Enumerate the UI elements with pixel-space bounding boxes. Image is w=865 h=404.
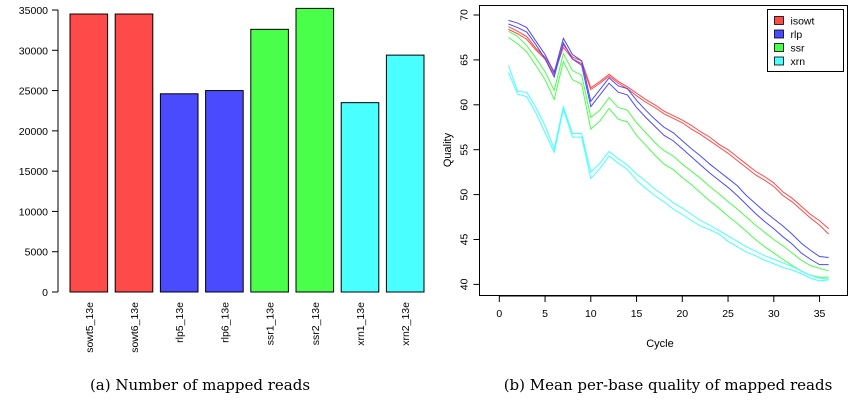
x-tick-label: 20 xyxy=(676,308,688,320)
x-tick-label: 15 xyxy=(631,308,643,320)
line-chart-x-label: Cycle xyxy=(646,338,674,350)
x-tick-label: sowt6_13e xyxy=(129,302,141,353)
x-tick-label: xrn1_13e xyxy=(355,302,367,346)
legend-label: ssr xyxy=(791,43,806,55)
x-tick-label: 5 xyxy=(542,308,548,320)
bar-chart-panel: 0 5000 10000 15000 20000 25000 30000 35000 sowt… xyxy=(19,5,425,394)
bar-chart-y-axis: 0 5000 10000 15000 20000 25000 30000 35000 xyxy=(19,5,59,299)
x-tick-label: 25 xyxy=(722,308,734,320)
bar-chart-bars xyxy=(69,7,425,293)
y-tick-label: 50 xyxy=(459,189,471,201)
bar-chart-x-labels: sowt5_13e sowt6_13e rlp5_13e rlp6_13e ssr1_1… xyxy=(84,302,412,353)
legend-label: xrn xyxy=(791,56,806,68)
bar xyxy=(69,13,109,293)
line-chart-caption: (b) Mean per-base quality of mapped read… xyxy=(504,376,833,394)
y-tick-label: 20000 xyxy=(19,126,48,138)
legend-swatch xyxy=(774,16,784,25)
y-tick-label: 60 xyxy=(459,99,471,111)
y-tick-label: 55 xyxy=(459,144,471,156)
bar xyxy=(340,102,380,293)
x-tick-label: xrn2_13e xyxy=(400,302,412,346)
x-tick-label: rlp6_13e xyxy=(219,302,231,343)
x-tick-label: 0 xyxy=(496,308,502,320)
legend-label: rlp xyxy=(791,29,803,41)
bar-chart-caption: (a) Number of mapped reads xyxy=(90,376,310,394)
y-tick-label: 0 xyxy=(42,287,48,299)
line-chart-y-label: Quality xyxy=(442,132,454,167)
x-tick-label: rlp5_13e xyxy=(174,302,186,343)
line-chart-x-axis: 0 5 10 15 20 25 30 35 xyxy=(496,295,826,320)
y-tick-label: 35000 xyxy=(19,5,48,17)
x-tick-label: ssr1_13e xyxy=(265,302,277,345)
y-tick-label: 45 xyxy=(459,234,471,246)
legend-swatch xyxy=(774,43,784,52)
series-line-xrn xyxy=(507,72,829,282)
line-chart-series xyxy=(507,19,830,282)
series-line-ssr xyxy=(508,30,829,272)
legend-label: isowt xyxy=(791,16,815,28)
bar xyxy=(114,13,154,293)
bar xyxy=(205,90,244,293)
x-tick-label: ssr2_13e xyxy=(310,302,322,345)
series-line-rlp xyxy=(508,23,829,266)
line-chart-y-axis: 40 45 50 55 60 65 70 xyxy=(459,9,480,290)
bar xyxy=(385,54,425,293)
y-tick-label: 70 xyxy=(459,9,471,21)
y-tick-label: 15000 xyxy=(19,166,48,178)
y-tick-label: 25000 xyxy=(19,86,48,98)
series-line-xrn xyxy=(507,65,829,280)
x-tick-label: sowt5_13e xyxy=(84,302,96,353)
legend-swatch xyxy=(774,29,784,39)
legend-swatch xyxy=(774,56,784,66)
x-tick-label: 35 xyxy=(814,308,826,320)
line-chart-panel: 0 5 10 15 20 25 30 35 40 45 50 55 60 65 70 Cycle Qual… xyxy=(442,5,848,394)
x-tick-label: 10 xyxy=(585,308,597,320)
y-tick-label: 10000 xyxy=(19,206,48,218)
series-line-ssr xyxy=(508,37,829,278)
series-line-rlp xyxy=(508,19,829,258)
y-tick-label: 5000 xyxy=(25,247,49,259)
bar xyxy=(250,28,289,293)
y-tick-label: 30000 xyxy=(19,45,48,57)
bar xyxy=(295,7,335,293)
series-line-isowt xyxy=(508,28,830,235)
y-tick-label: 40 xyxy=(459,278,471,290)
y-tick-label: 65 xyxy=(459,54,471,66)
x-tick-label: 30 xyxy=(768,308,780,320)
bar xyxy=(159,93,199,293)
